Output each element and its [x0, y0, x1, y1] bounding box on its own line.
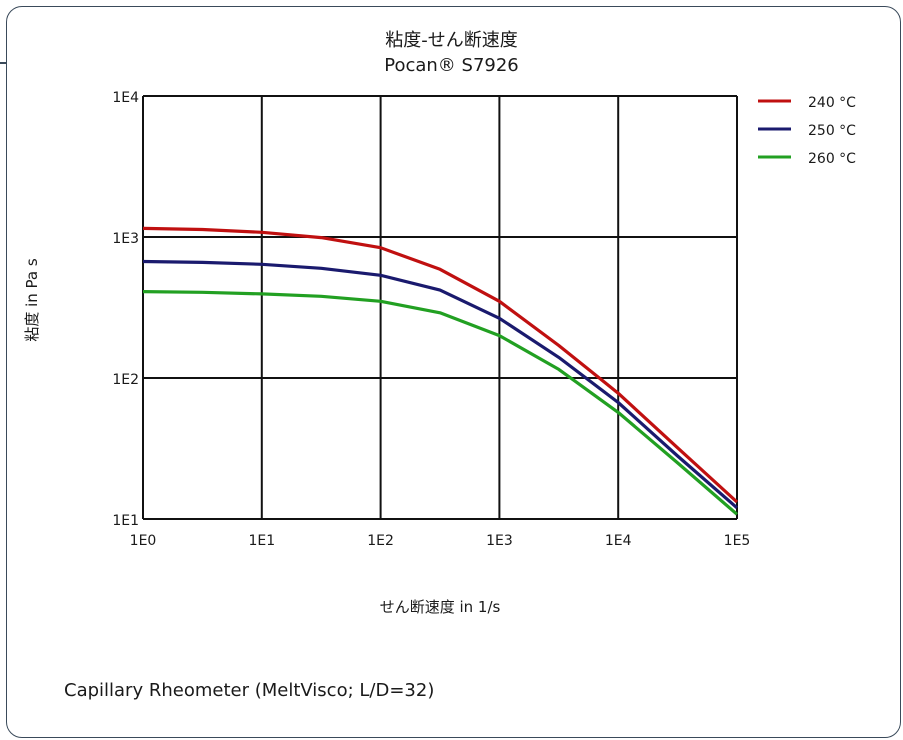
y-tick-label: 1E2 [112, 372, 139, 388]
footnote: Capillary Rheometer (MeltVisco; L/D=32) [64, 680, 435, 701]
x-tick-label: 1E4 [605, 533, 632, 549]
plot-grid [142, 95, 738, 520]
series-line-1 [142, 259, 739, 510]
chart-subtitle: Pocan® S7926 [384, 55, 519, 76]
x-axis-label: せん断速度 in 1/s [380, 598, 501, 616]
y-tick-label: 1E3 [112, 231, 139, 247]
chart-card [6, 6, 901, 738]
series-layer [142, 226, 739, 516]
x-tick-label: 1E2 [367, 533, 394, 549]
chart-title: 粘度-せん断速度 [385, 30, 518, 51]
x-tick-label: 1E5 [724, 533, 751, 549]
legend: 240 °C 250 °C 260 °C [758, 95, 856, 167]
y-axis-label: 粘度 in Pa s [23, 258, 41, 342]
legend-label-1: 250 °C [808, 123, 856, 139]
tick-labels: 1E0 1E1 1E2 1E3 1E4 1E5 1E1 1E2 1E3 1E4 [112, 90, 750, 549]
x-tick-label: 1E0 [130, 533, 157, 549]
x-tick-label: 1E3 [486, 533, 513, 549]
series-line-2 [142, 290, 739, 516]
x-tick-label: 1E1 [248, 533, 275, 549]
y-tick-label: 1E1 [112, 513, 139, 529]
y-tick-label: 1E4 [112, 90, 139, 106]
card-divider [0, 62, 6, 64]
legend-label-2: 260 °C [808, 151, 856, 167]
legend-label-0: 240 °C [808, 95, 856, 111]
series-line-0 [142, 226, 739, 504]
